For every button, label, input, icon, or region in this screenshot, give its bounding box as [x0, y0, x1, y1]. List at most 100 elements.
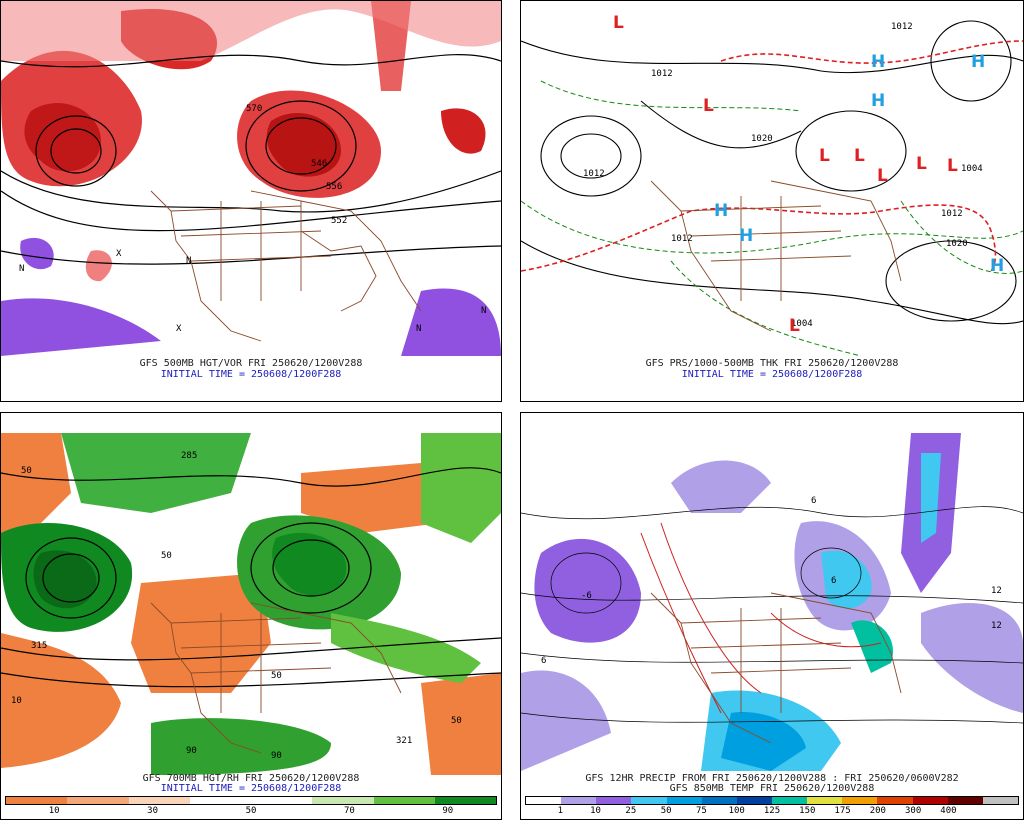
vort-marker: X: [116, 249, 122, 259]
contour-label: 321: [396, 736, 412, 746]
precip-swatch: [877, 797, 913, 804]
panel-caption: GFS 500MB HGT/VOR FRI 250620/1200V288: [139, 358, 363, 369]
low-pressure-marker: L: [613, 13, 624, 33]
rh-swatch: [434, 797, 496, 804]
high-pressure-marker: H: [871, 91, 885, 111]
precip-colorbar-labels: 1 10 25 50 75 100 125 150 175 200 300 400: [525, 806, 1019, 816]
contour-label: 570: [246, 104, 262, 114]
precip-swatch: [842, 797, 878, 804]
precip-map: -6 6 12 6 12 6: [521, 413, 1023, 771]
rh-colorbar: [5, 796, 497, 805]
low-pressure-marker: L: [703, 96, 714, 116]
isobar-label: 1012: [941, 209, 963, 219]
panel-500mb-vorticity: 570 546 556 552 N N N X X N GFS 500MB HG…: [0, 0, 502, 402]
pressure-map: 1012 1012 1020 1004 1012 1020 1012 1012 …: [521, 1, 1023, 356]
panel-precip-850mb-temp: -6 6 12 6 12 6 GFS 12HR PRECIP FROM FRI …: [520, 412, 1024, 820]
rh-colorbar-label: 90: [442, 806, 454, 816]
contour-label: 50: [451, 716, 462, 726]
high-pressure-marker: H: [871, 52, 885, 72]
humidity-map: 285 50 50 90 90 321 315 50 10 50: [1, 413, 501, 775]
rh-colorbar-labels: 10 30 50 70 90: [5, 806, 497, 816]
vort-marker: N: [416, 324, 421, 334]
precip-swatch: [631, 797, 667, 804]
contour-label: 10: [11, 696, 22, 706]
panel-700mb-rh: 285 50 50 90 90 321 315 50 10 50 GFS 700…: [0, 412, 502, 820]
high-pressure-marker: H: [739, 226, 753, 246]
isobar-label: 1012: [891, 22, 913, 32]
contour-label: 552: [331, 216, 347, 226]
panel-caption: GFS 700MB HGT/RH FRI 250620/1200V288: [142, 773, 360, 784]
low-pressure-marker: L: [947, 156, 958, 176]
high-pressure-marker: H: [971, 52, 985, 72]
precip-swatch: [912, 797, 948, 804]
rh-colorbar-label: 70: [343, 806, 355, 816]
rh-colorbar-label: 50: [245, 806, 257, 816]
vort-marker: N: [481, 306, 486, 316]
rh-swatch: [6, 797, 68, 804]
initial-time: INITIAL TIME = 250608/1200F288: [160, 369, 342, 380]
contour-label: 50: [271, 671, 282, 681]
precip-colorbar-label: 10: [590, 806, 601, 816]
isobar-label: 1012: [583, 169, 605, 179]
panel-caption: GFS 12HR PRECIP FROM FRI 250620/1200V288…: [585, 773, 959, 784]
precip-colorbar-label: 25: [625, 806, 637, 816]
temp-label: 6: [811, 496, 816, 506]
precip-swatch: [736, 797, 772, 804]
precip-swatch: [807, 797, 843, 804]
precip-colorbar-label: 300: [905, 806, 922, 816]
precip-swatch: [561, 797, 597, 804]
precip-swatch: [771, 797, 808, 804]
precip-colorbar-label: 75: [696, 806, 707, 816]
rh-swatch: [189, 797, 251, 804]
precip-swatch: [982, 797, 1018, 804]
contour-label: 285: [181, 451, 197, 461]
contour-label: 556: [326, 182, 342, 192]
precip-swatch: [947, 797, 983, 804]
vort-marker: X: [176, 324, 182, 334]
initial-time: INITIAL TIME = 250608/1200F288: [160, 783, 342, 794]
temp-label: 12: [991, 586, 1002, 596]
precip-swatch: [526, 797, 562, 804]
precip-swatch: [666, 797, 702, 804]
isobar-label: 1020: [751, 134, 773, 144]
vorticity-map: 570 546 556 552 N N N X X N: [1, 1, 501, 356]
panel-caption: GFS PRS/1000-500MB THK FRI 250620/1200V2…: [645, 358, 899, 369]
rh-swatch: [67, 797, 129, 804]
rh-swatch: [373, 797, 435, 804]
high-pressure-marker: H: [714, 201, 728, 221]
low-pressure-marker: L: [854, 146, 865, 166]
rh-swatch: [251, 797, 313, 804]
precip-colorbar-label: 1: [557, 806, 563, 816]
precip-colorbar-label: 150: [799, 806, 816, 816]
panel-pressure-thickness: 1012 1012 1020 1004 1012 1020 1012 1012 …: [520, 0, 1024, 402]
precip-colorbar-label: 175: [834, 806, 851, 816]
low-pressure-marker: L: [789, 316, 800, 336]
contour-label: 90: [271, 751, 282, 761]
temp-label: 6: [541, 656, 546, 666]
temp-label: 12: [991, 621, 1002, 631]
precip-colorbar: [525, 796, 1019, 805]
vort-marker: N: [186, 256, 191, 266]
isobar-label: 1004: [961, 164, 983, 174]
rh-colorbar-label: 10: [48, 806, 60, 816]
isobar-label: 1020: [946, 239, 968, 249]
low-pressure-marker: L: [916, 154, 927, 174]
contour-label: 50: [21, 466, 32, 476]
precip-swatch: [701, 797, 737, 804]
vort-marker: N: [19, 264, 24, 274]
isobar-label: 1004: [791, 319, 813, 329]
precip-colorbar-label: 50: [660, 806, 672, 816]
temp-caption: GFS 850MB TEMP FRI 250620/1200V288: [669, 783, 875, 794]
precip-colorbar-label: 400: [940, 806, 957, 816]
temp-label: 6: [831, 576, 836, 586]
contour-label: 90: [186, 746, 197, 756]
isobar-label: 1012: [651, 69, 673, 79]
precip-colorbar-label: 200: [869, 806, 886, 816]
isobar-label: 1012: [671, 234, 693, 244]
contour-label: 546: [311, 159, 327, 169]
precip-swatch: [596, 797, 632, 804]
rh-colorbar-label: 30: [147, 806, 159, 816]
low-pressure-marker: L: [877, 166, 888, 186]
contour-label: 315: [31, 641, 47, 651]
low-pressure-marker: L: [819, 146, 830, 166]
